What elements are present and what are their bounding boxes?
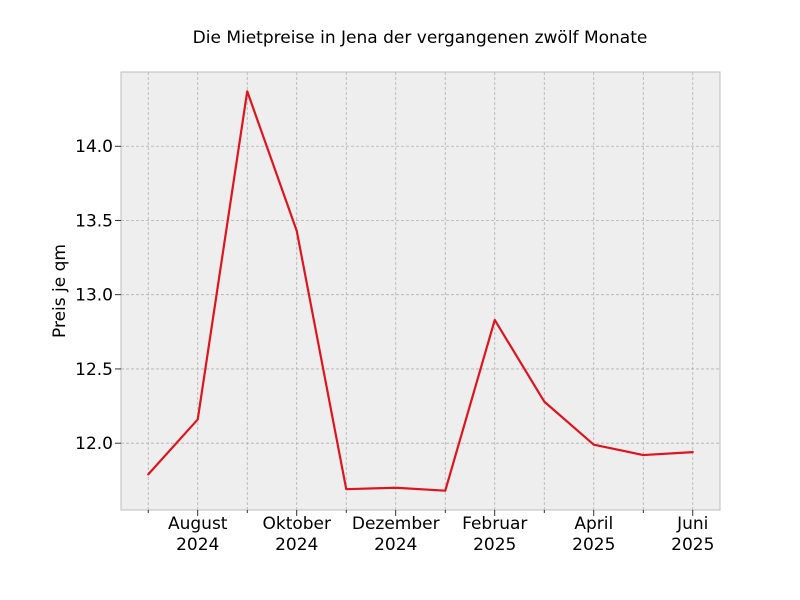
x-tick-label-year: 2025: [671, 535, 714, 555]
chart-title: Die Mietpreise in Jena der vergangenen z…: [193, 28, 648, 48]
plot-background: [121, 72, 720, 510]
x-tick-label: April 2025: [572, 514, 615, 555]
series-line: [147, 90, 694, 492]
grid-lines: [121, 72, 720, 510]
x-tick-label-year: 2025: [572, 535, 615, 555]
x-tick-label-year: 2025: [473, 535, 516, 555]
x-tick-label-month: Februar: [462, 514, 527, 534]
plot-frame: [120, 71, 721, 511]
x-tick-label: Juni 2025: [671, 514, 714, 555]
x-tick-label: August 2024: [168, 514, 228, 555]
y-tick-label: 14.0: [75, 137, 113, 157]
x-tick-label-year: 2024: [176, 535, 219, 555]
x-tick-label-year: 2024: [275, 535, 318, 555]
x-tick-label: Oktober 2024: [262, 514, 331, 555]
x-axis-ticks: [147, 510, 694, 516]
x-tick-label-month: Juni: [676, 514, 708, 534]
y-tick-label: 12.0: [75, 434, 113, 454]
y-tick-label: 13.0: [75, 286, 113, 306]
x-tick-label: Februar 2025: [462, 514, 527, 555]
y-axis-label: Preis je qm: [50, 244, 70, 338]
x-tick-label: Dezember 2024: [352, 514, 440, 555]
x-tick-label-month: Oktober: [262, 514, 331, 534]
y-tick-label: 13.5: [75, 211, 113, 231]
x-tick-label-month: August: [168, 514, 228, 534]
x-tick-label-month: April: [574, 514, 613, 534]
x-tick-label-year: 2024: [374, 535, 417, 555]
x-tick-label-month: Dezember: [352, 514, 440, 534]
y-tick-label: 12.5: [75, 360, 113, 380]
